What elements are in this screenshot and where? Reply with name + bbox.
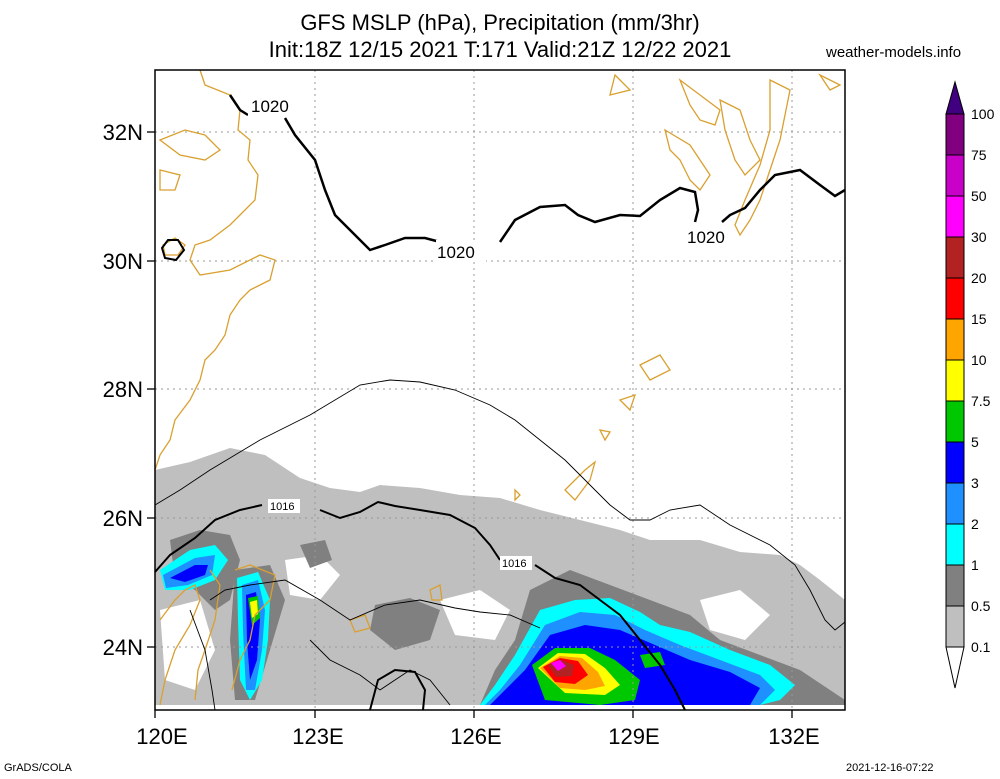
colorbar-swatch (945, 646, 965, 689)
colorbar-label: 75 (971, 147, 987, 163)
isobar-1020-mid (498, 186, 700, 243)
isobar-1020-east (721, 168, 846, 223)
colorbar-swatch (945, 318, 965, 361)
colorbar-label: 50 (971, 188, 987, 204)
colorbar-swatch (945, 400, 965, 443)
isobar-label: 1020 (251, 97, 289, 116)
lon-label: 123E (292, 724, 343, 749)
lon-label: 129E (608, 724, 659, 749)
isobar-1016 (154, 500, 686, 711)
colorbar-swatch (945, 277, 965, 320)
lat-label: 30N (103, 249, 143, 274)
precip-area-medium (300, 540, 332, 568)
chart-title: GFS MSLP (hPa), Precipitation (mm/3hr) (300, 10, 700, 35)
precip-area-medium (370, 598, 440, 650)
gridlines (155, 70, 845, 710)
colorbar-label: 30 (971, 229, 987, 245)
lat-label: 28N (103, 377, 143, 402)
isobar-low (369, 668, 427, 711)
colorbar-swatch (945, 154, 965, 197)
colorbar-swatch (945, 195, 965, 238)
map-border (154, 69, 846, 711)
longitude-labels: 120E 123E 126E 129E 132E (136, 724, 819, 749)
colorbar-label: 3 (971, 475, 979, 491)
colorbar-swatch (945, 564, 965, 607)
grads-credit: GrADS/COLA (4, 762, 72, 774)
map-panel: 1020 1020 1020 1016 1016 (147, 69, 846, 718)
colorbar-swatch (945, 113, 965, 156)
isobar-1020-west (228, 94, 441, 252)
colorbar-label: 0.5 (971, 598, 991, 614)
colorbar-legend: 0.1 0.5 1 2 3 5 7.5 10 15 20 30 50 75 100 (945, 80, 995, 689)
lon-label: 120E (136, 724, 187, 749)
colorbar-swatch (945, 605, 965, 648)
precip-hole (700, 590, 770, 640)
lat-label: 24N (103, 635, 143, 660)
isobar-1014 (189, 579, 541, 711)
colorbar-label: 20 (971, 270, 987, 286)
colorbar-label: 7.5 (971, 393, 991, 409)
colorbar-label: 2 (971, 516, 979, 532)
lon-label: 126E (450, 724, 501, 749)
colorbar-label: 5 (971, 434, 979, 450)
chart-subtitle: Init:18Z 12/15 2021 T:171 Valid:21Z 12/2… (268, 37, 732, 62)
coastlines (154, 69, 842, 706)
isobar-label: 1016 (270, 501, 294, 513)
isobars (154, 94, 846, 711)
latitude-labels: 32N 30N 28N 26N 24N (103, 120, 143, 660)
website-label: weather-models.info (826, 44, 962, 61)
isobar-1018 (154, 379, 846, 631)
isobar-1020-small (160, 239, 186, 262)
precip-hole (440, 590, 510, 640)
isobar-labels: 1020 1020 1020 1016 1016 (248, 95, 734, 570)
colorbar-label: 0.1 (971, 639, 991, 655)
isobar-label: 1020 (687, 228, 725, 247)
colorbar-swatch (945, 482, 965, 525)
lat-label: 26N (103, 506, 143, 531)
precip-hole (160, 600, 215, 690)
timestamp: 2021-12-16-07:22 (846, 762, 934, 774)
colorbar-label: 1 (971, 557, 979, 573)
precip-area-blue3 (170, 565, 208, 582)
precip-hole (285, 555, 340, 600)
colorbar-label: 15 (971, 311, 987, 327)
colorbar-swatch (945, 523, 965, 566)
precipitation-shading (155, 448, 845, 705)
colorbar-swatch (945, 236, 965, 279)
colorbar-swatch (945, 80, 965, 115)
precip-area-magenta (551, 660, 566, 671)
lat-label: 32N (103, 120, 143, 145)
colorbar-label: 10 (971, 352, 987, 368)
colorbar-swatch (945, 359, 965, 402)
isobar-label: 1016 (502, 558, 526, 570)
lon-label: 132E (768, 724, 819, 749)
axis-ticks (147, 131, 793, 718)
colorbar-swatch (945, 441, 965, 484)
precip-hole (600, 470, 660, 520)
colorbar-label: 100 (971, 106, 995, 122)
isobar-label: 1020 (437, 243, 475, 262)
